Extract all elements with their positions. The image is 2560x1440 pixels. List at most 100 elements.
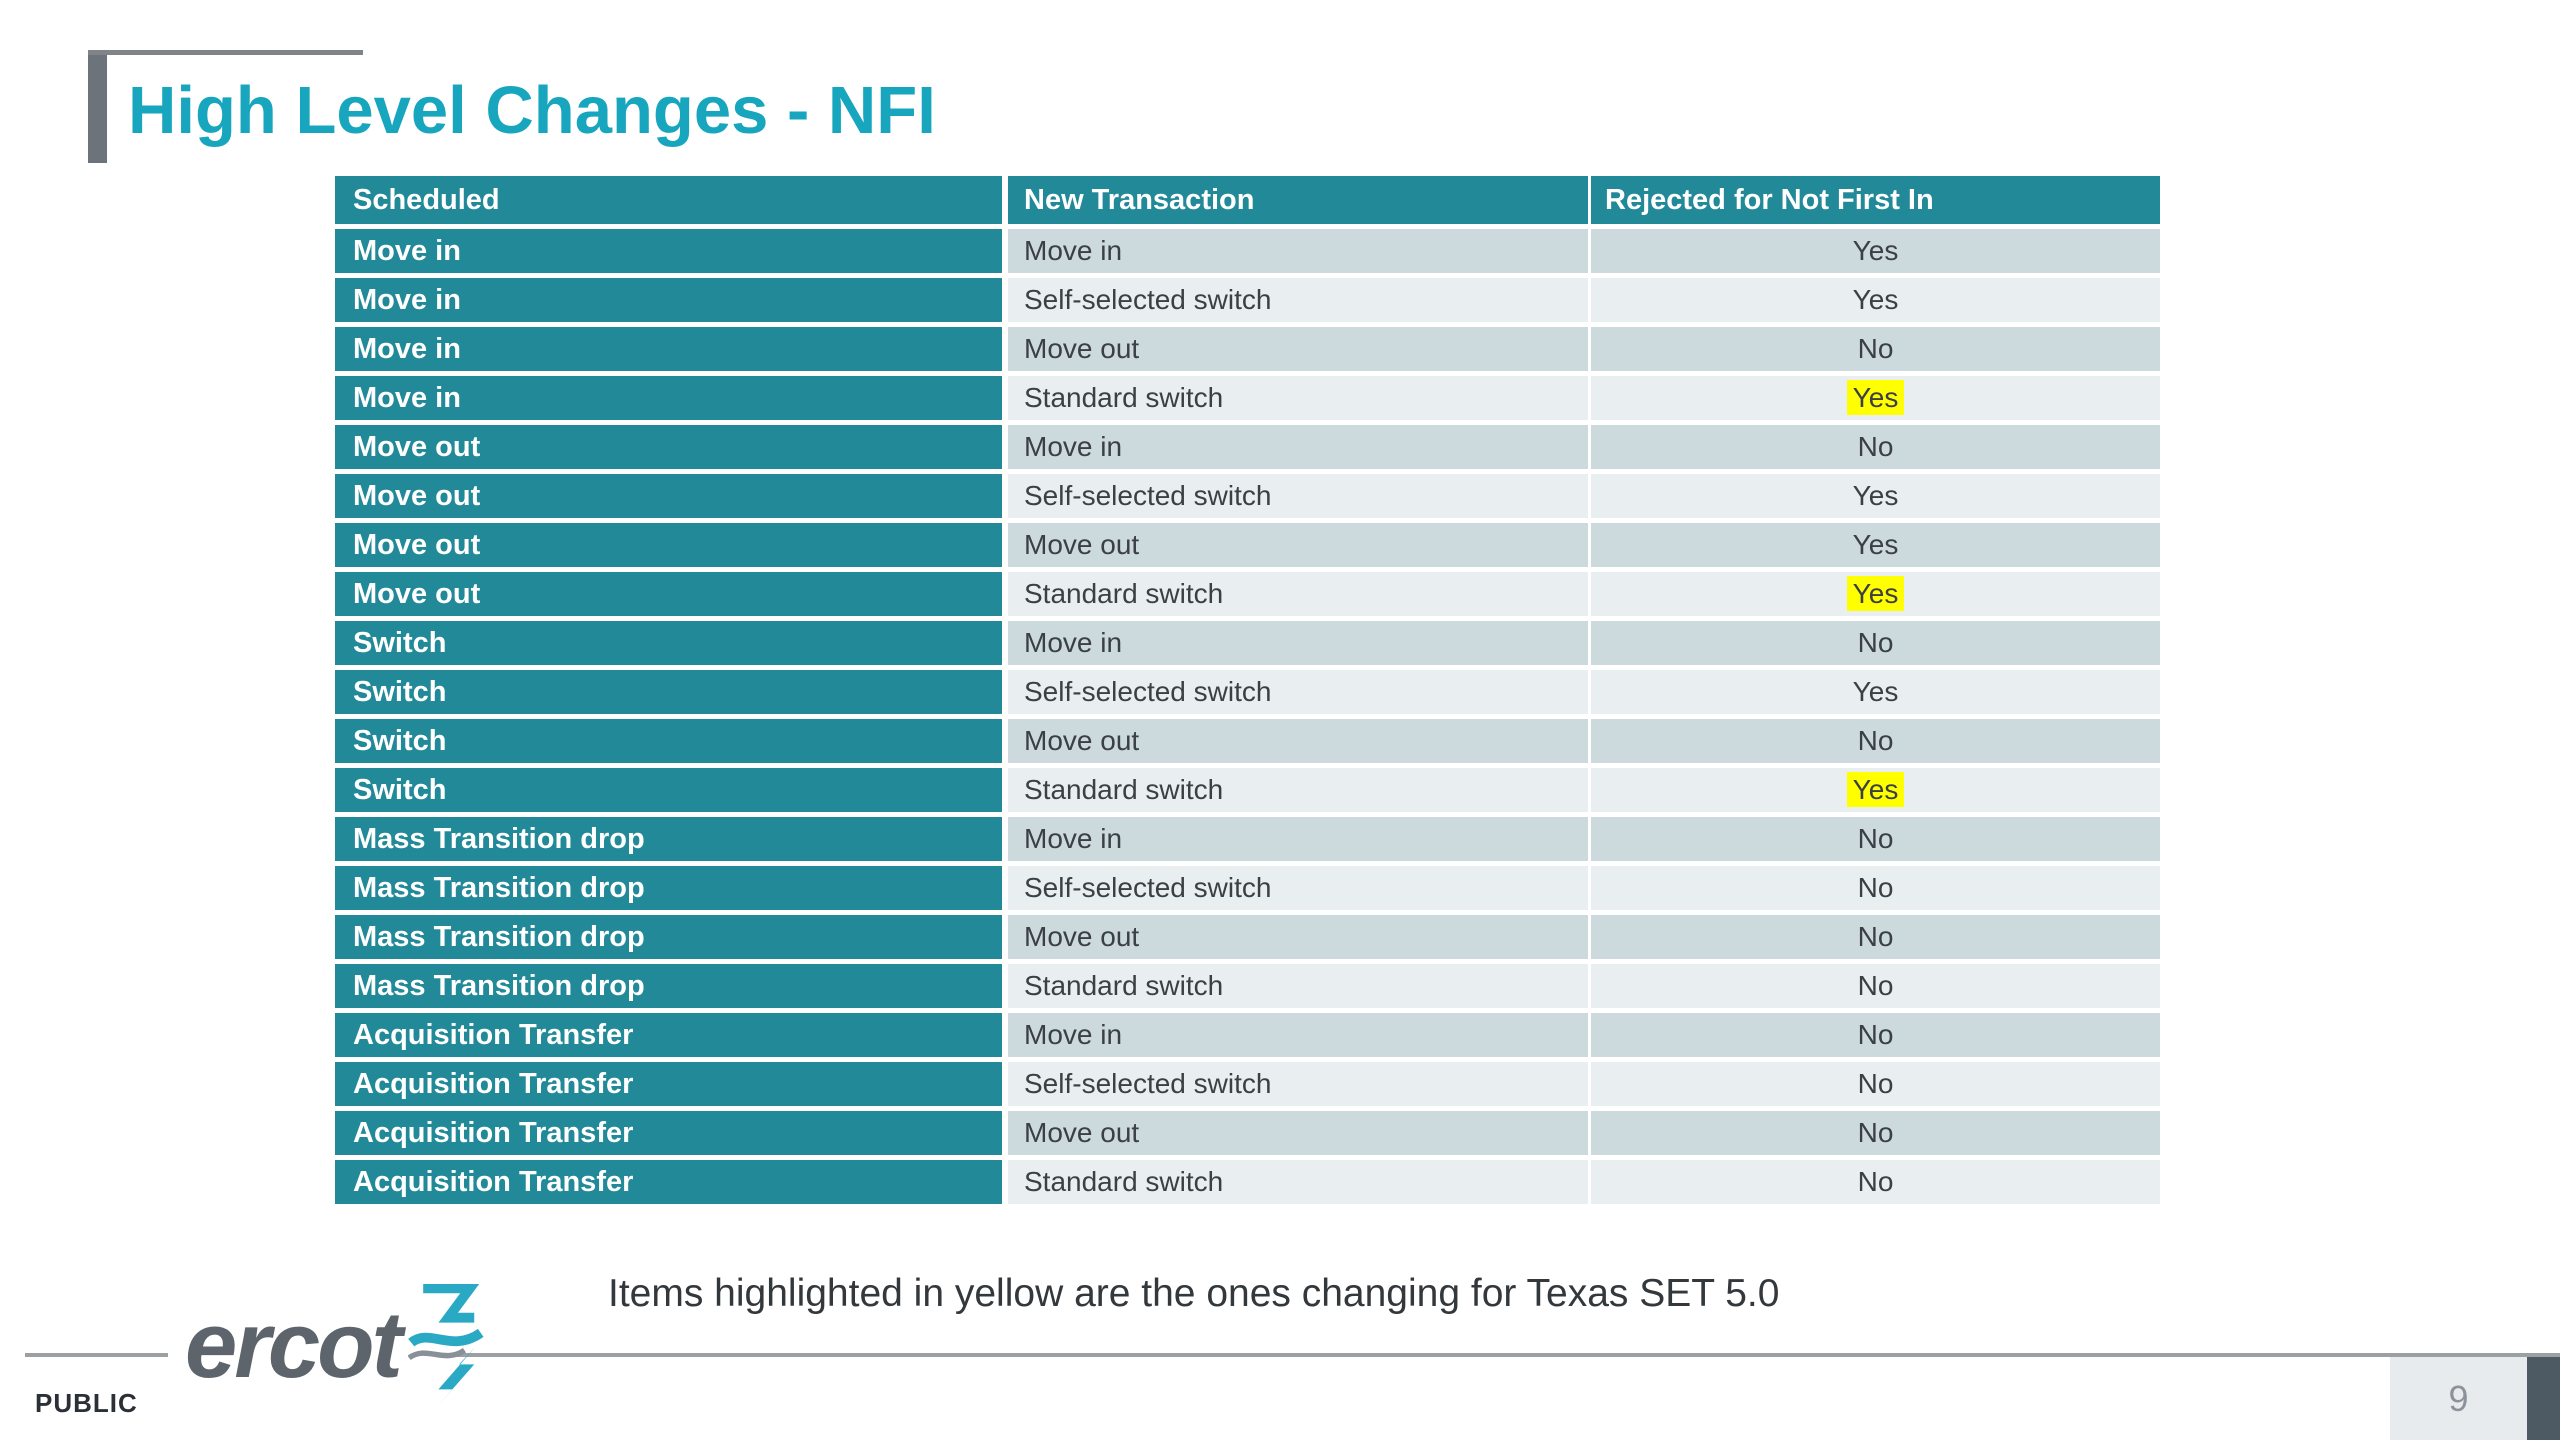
table-row: Move in Self-selected switch Yes [335, 278, 2160, 322]
page-number-box: 9 [2390, 1357, 2527, 1440]
new-transaction-cell: Move out [1008, 327, 1591, 371]
rejected-cell: Yes [1591, 229, 2160, 273]
table-row: Move in Move out No [335, 327, 2160, 371]
scheduled-cell: Switch [335, 768, 1008, 812]
table-row: Switch Standard switch Yes [335, 768, 2160, 812]
scheduled-cell: Switch [335, 719, 1008, 763]
footer-divider-right [455, 1353, 2560, 1357]
new-transaction-cell: Move in [1008, 229, 1591, 273]
table-row: Move out Self-selected switch Yes [335, 474, 2160, 518]
table-row: Move out Move in No [335, 425, 2160, 469]
table-row: Move in Standard switch Yes [335, 376, 2160, 420]
new-transaction-cell: Self-selected switch [1008, 474, 1591, 518]
table-row: Acquisition Transfer Move in No [335, 1013, 2160, 1057]
new-transaction-cell: Move in [1008, 1013, 1591, 1057]
scheduled-cell: Switch [335, 670, 1008, 714]
scheduled-cell: Switch [335, 621, 1008, 665]
rejected-cell: No [1591, 1062, 2160, 1106]
table-row: Mass Transition drop Standard switch No [335, 964, 2160, 1008]
scheduled-cell: Mass Transition drop [335, 866, 1008, 910]
scheduled-cell: Mass Transition drop [335, 915, 1008, 959]
new-transaction-cell: Move out [1008, 719, 1591, 763]
scheduled-cell: Acquisition Transfer [335, 1062, 1008, 1106]
rejected-cell: No [1591, 327, 2160, 371]
table-row: Mass Transition drop Move in No [335, 817, 2160, 861]
rejected-cell: No [1591, 1013, 2160, 1057]
rejected-cell: No [1591, 425, 2160, 469]
title-top-line [88, 50, 363, 55]
rejected-cell: No [1591, 817, 2160, 861]
classification-label: PUBLIC [35, 1388, 138, 1418]
ercot-bolt-icon [407, 1284, 484, 1408]
rejected-cell: Yes [1591, 768, 2160, 812]
scheduled-cell: Move out [335, 572, 1008, 616]
scheduled-cell: Acquisition Transfer [335, 1160, 1008, 1204]
page-title: High Level Changes - NFI [128, 73, 936, 148]
transactions-table: Scheduled New Transaction Rejected for N… [335, 171, 2160, 1209]
new-transaction-cell: Move in [1008, 621, 1591, 665]
table-row: Mass Transition drop Move out No [335, 915, 2160, 959]
rejected-cell: No [1591, 964, 2160, 1008]
title-accent-bar [88, 50, 107, 163]
table-row: Switch Move out No [335, 719, 2160, 763]
rejected-cell: No [1591, 1160, 2160, 1204]
table-header-row: Scheduled New Transaction Rejected for N… [335, 176, 2160, 224]
footer-accent-bar [2527, 1357, 2560, 1440]
table-row: Switch Self-selected switch Yes [335, 670, 2160, 714]
table-row: Move out Standard switch Yes [335, 572, 2160, 616]
scheduled-cell: Move out [335, 523, 1008, 567]
new-transaction-cell: Move in [1008, 817, 1591, 861]
table-row: Switch Move in No [335, 621, 2160, 665]
rejected-cell: No [1591, 1111, 2160, 1155]
footer-divider-left [25, 1353, 168, 1357]
rejected-cell: No [1591, 915, 2160, 959]
rejected-cell: No [1591, 719, 2160, 763]
table-row: Move in Move in Yes [335, 229, 2160, 273]
table-row: Acquisition Transfer Move out No [335, 1111, 2160, 1155]
scheduled-cell: Move in [335, 376, 1008, 420]
caption: Items highlighted in yellow are the ones… [608, 1272, 1780, 1315]
new-transaction-cell: Standard switch [1008, 964, 1591, 1008]
scheduled-cell: Mass Transition drop [335, 964, 1008, 1008]
new-transaction-cell: Move in [1008, 425, 1591, 469]
table-row: Acquisition Transfer Self-selected switch… [335, 1062, 2160, 1106]
scheduled-cell: Move out [335, 425, 1008, 469]
scheduled-cell: Acquisition Transfer [335, 1013, 1008, 1057]
highlighted-value: Yes [1846, 380, 1905, 415]
highlighted-value: Yes [1846, 772, 1905, 807]
rejected-cell: Yes [1591, 523, 2160, 567]
rejected-cell: No [1591, 621, 2160, 665]
scheduled-cell: Acquisition Transfer [335, 1111, 1008, 1155]
new-transaction-cell: Standard switch [1008, 572, 1591, 616]
column-header-scheduled: Scheduled [335, 176, 1008, 224]
rejected-cell: Yes [1591, 572, 2160, 616]
rejected-cell: No [1591, 866, 2160, 910]
new-transaction-cell: Move out [1008, 1111, 1591, 1155]
highlighted-value: Yes [1846, 576, 1905, 611]
scheduled-cell: Move in [335, 327, 1008, 371]
scheduled-cell: Move in [335, 229, 1008, 273]
table-row: Acquisition Transfer Standard switch No [335, 1160, 2160, 1204]
rejected-cell: Yes [1591, 376, 2160, 420]
new-transaction-cell: Self-selected switch [1008, 866, 1591, 910]
scheduled-cell: Move in [335, 278, 1008, 322]
table-row: Mass Transition drop Self-selected switch… [335, 866, 2160, 910]
column-header-rejected-nfi: Rejected for Not First In [1591, 176, 2160, 224]
scheduled-cell: Move out [335, 474, 1008, 518]
ercot-logo: ercot [185, 1284, 484, 1410]
new-transaction-cell: Move out [1008, 523, 1591, 567]
rejected-cell: Yes [1591, 670, 2160, 714]
new-transaction-cell: Self-selected switch [1008, 670, 1591, 714]
new-transaction-cell: Standard switch [1008, 1160, 1591, 1204]
page-number: 9 [2448, 1377, 2469, 1419]
new-transaction-cell: Standard switch [1008, 376, 1591, 420]
table-row: Move out Move out Yes [335, 523, 2160, 567]
ercot-logo-text: ercot [185, 1292, 403, 1397]
rejected-cell: Yes [1591, 474, 2160, 518]
new-transaction-cell: Move out [1008, 915, 1591, 959]
rejected-cell: Yes [1591, 278, 2160, 322]
new-transaction-cell: Self-selected switch [1008, 1062, 1591, 1106]
new-transaction-cell: Standard switch [1008, 768, 1591, 812]
column-header-new-transaction: New Transaction [1008, 176, 1591, 224]
